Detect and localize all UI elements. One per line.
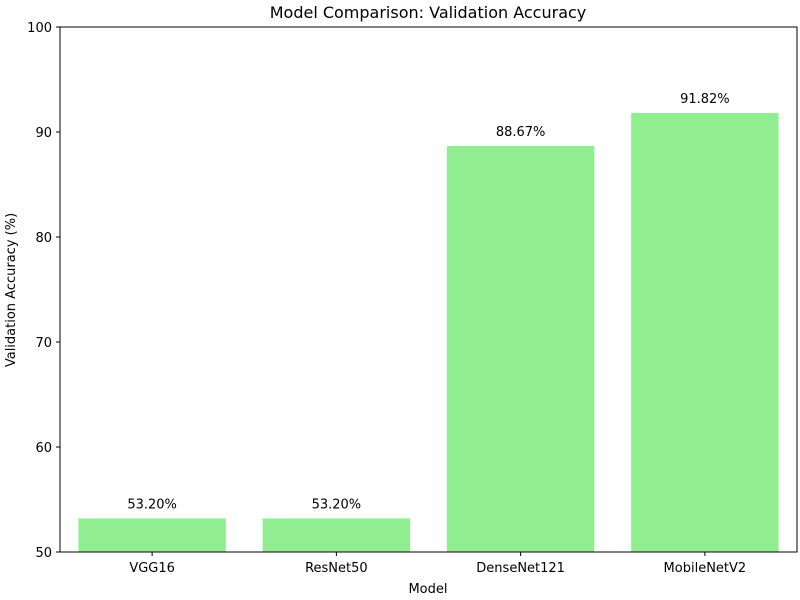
y-axis-label: Validation Accuracy (%) [4, 213, 19, 367]
y-axis-ticks: 50 60 70 80 90 100 [27, 21, 60, 561]
y-tick-label: 50 [35, 546, 52, 561]
y-tick-label: 60 [35, 441, 52, 456]
x-tick-label: VGG16 [129, 561, 175, 576]
x-tick-label: MobileNetV2 [664, 561, 747, 576]
bar-resnet50 [262, 518, 411, 552]
bar-densenet121 [446, 145, 595, 552]
bar-mobilenetv2 [631, 112, 779, 552]
x-tick-label: DenseNet121 [476, 561, 565, 576]
bar-value-label: 88.67% [496, 125, 546, 140]
chart-title: Model Comparison: Validation Accuracy [270, 3, 587, 22]
bar-value-labels: 53.20% 53.20% 88.67% 91.82% [127, 92, 729, 513]
bars-group [78, 112, 779, 552]
y-tick-label: 90 [35, 126, 52, 141]
y-tick-label: 100 [27, 21, 52, 36]
bar-vgg16 [78, 518, 226, 552]
bar-value-label: 91.82% [680, 92, 730, 107]
plot-frame [59, 26, 798, 553]
x-axis-ticks: VGG16 ResNet50 DenseNet121 MobileNetV2 [129, 552, 746, 576]
x-tick-label: ResNet50 [305, 561, 368, 576]
bar-value-label: 53.20% [127, 497, 177, 512]
y-tick-label: 70 [35, 336, 52, 351]
y-tick-label: 80 [35, 231, 52, 246]
bar-value-label: 53.20% [312, 497, 362, 512]
x-axis-label: Model [408, 582, 447, 597]
